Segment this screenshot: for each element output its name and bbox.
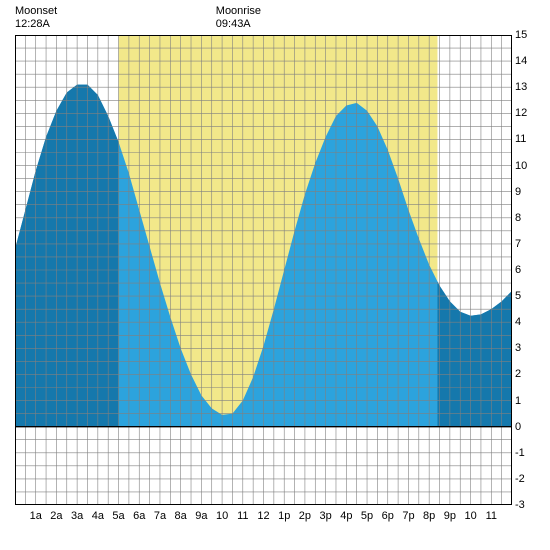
x-tick-label: 4a: [92, 510, 104, 522]
y-tick-label: 8: [515, 212, 521, 224]
y-tick-label: -2: [515, 473, 525, 485]
y-tick-label: 7: [515, 238, 521, 250]
x-tick-label: 2a: [50, 510, 62, 522]
x-tick-label: 2p: [299, 510, 311, 522]
y-tick-label: 5: [515, 290, 521, 302]
x-tick-label: 9p: [444, 510, 456, 522]
y-tick-label: 0: [515, 421, 521, 433]
y-axis: -3-2-10123456789101112131415: [513, 35, 535, 505]
x-tick-label: 7p: [402, 510, 414, 522]
y-tick-label: 9: [515, 186, 521, 198]
x-tick-label: 1p: [278, 510, 290, 522]
x-tick-label: 5a: [112, 510, 124, 522]
chart-svg: [15, 35, 512, 505]
y-tick-label: 4: [515, 316, 521, 328]
x-tick-label: 6p: [382, 510, 394, 522]
x-tick-label: 3p: [320, 510, 332, 522]
moonset-label: Moonset: [15, 5, 57, 18]
moonrise-time: 09:43A: [216, 18, 261, 31]
x-tick-label: 11: [486, 510, 497, 522]
x-tick-label: 5p: [361, 510, 373, 522]
y-tick-label: 13: [515, 81, 527, 93]
y-tick-label: -3: [515, 499, 525, 511]
x-tick-label: 7a: [154, 510, 166, 522]
y-tick-label: -1: [515, 447, 525, 459]
y-tick-label: 2: [515, 368, 521, 380]
x-tick-label: 10: [464, 510, 476, 522]
x-tick-label: 10: [216, 510, 228, 522]
moonset-block: Moonset 12:28A: [15, 5, 57, 31]
y-tick-label: 11: [515, 133, 526, 145]
tide-chart: Moonset 12:28A Moonrise 09:43A -3-2-1012…: [15, 5, 535, 545]
y-tick-label: 12: [515, 107, 527, 119]
x-tick-label: 12: [257, 510, 269, 522]
x-axis: 1a 2a 3a 4a 5a 6a 7a 8a 9a 10 11 12 1p 2p 3p 4p 5p 6p 7p 8p…: [15, 510, 512, 530]
y-tick-label: 15: [515, 29, 527, 41]
y-tick-label: 14: [515, 55, 527, 67]
moonset-time: 12:28A: [15, 18, 57, 31]
y-tick-label: 10: [515, 160, 527, 172]
x-tick-label: 3a: [71, 510, 83, 522]
plot-area: [15, 35, 512, 505]
y-tick-label: 6: [515, 264, 521, 276]
x-tick-label: 4p: [340, 510, 352, 522]
x-tick-label: 11: [237, 510, 248, 522]
x-tick-label: 1a: [30, 510, 42, 522]
x-tick-label: 9a: [195, 510, 207, 522]
moonrise-label: Moonrise: [216, 5, 261, 18]
y-tick-label: 1: [515, 395, 521, 407]
y-tick-label: 3: [515, 342, 521, 354]
moonrise-block: Moonrise 09:43A: [216, 5, 261, 31]
x-tick-label: 8a: [175, 510, 187, 522]
x-tick-label: 6a: [133, 510, 145, 522]
x-tick-label: 8p: [423, 510, 435, 522]
